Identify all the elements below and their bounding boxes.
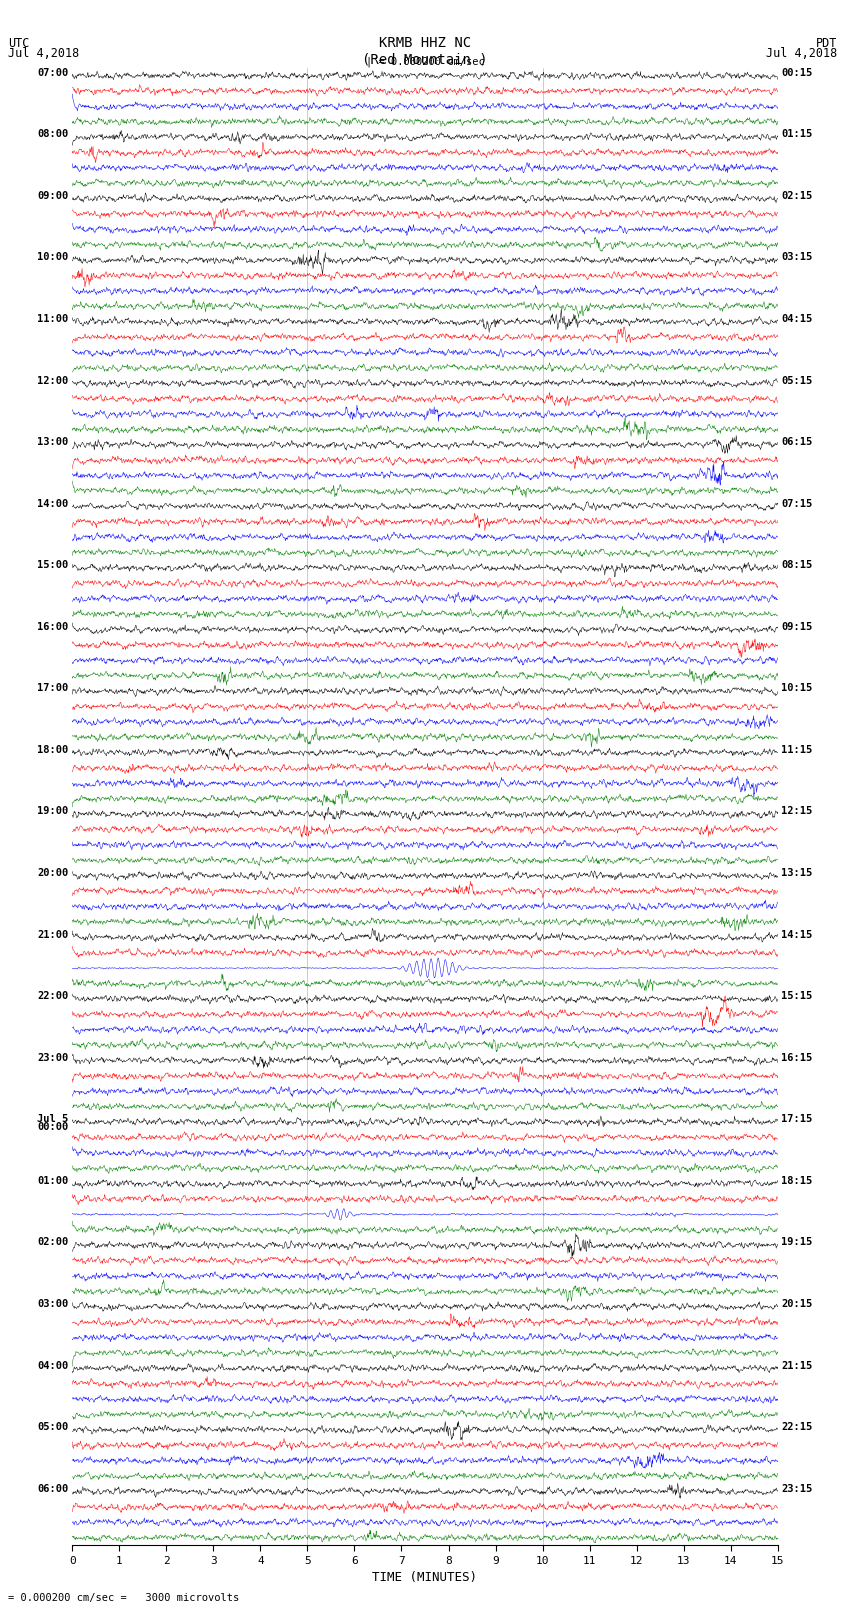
Text: 05:00: 05:00 <box>37 1423 69 1432</box>
Text: 10:00: 10:00 <box>37 253 69 263</box>
Text: 15:15: 15:15 <box>781 990 813 1002</box>
Text: 20:15: 20:15 <box>781 1298 813 1310</box>
Text: 17:15: 17:15 <box>781 1115 813 1124</box>
Text: 21:15: 21:15 <box>781 1360 813 1371</box>
Text: Jul 4,2018: Jul 4,2018 <box>8 47 80 60</box>
Text: 19:15: 19:15 <box>781 1237 813 1247</box>
Text: 07:00: 07:00 <box>37 68 69 77</box>
X-axis label: TIME (MINUTES): TIME (MINUTES) <box>372 1571 478 1584</box>
Text: 22:15: 22:15 <box>781 1423 813 1432</box>
Text: 14:15: 14:15 <box>781 929 813 940</box>
Text: 11:15: 11:15 <box>781 745 813 755</box>
Text: 16:15: 16:15 <box>781 1053 813 1063</box>
Text: | = 0.000200 cm/sec: | = 0.000200 cm/sec <box>366 56 484 68</box>
Text: 02:15: 02:15 <box>781 190 813 202</box>
Text: UTC: UTC <box>8 37 30 50</box>
Text: 12:15: 12:15 <box>781 806 813 816</box>
Text: 10:15: 10:15 <box>781 684 813 694</box>
Text: 02:00: 02:00 <box>37 1237 69 1247</box>
Text: 23:15: 23:15 <box>781 1484 813 1494</box>
Title: KRMB HHZ NC
(Red Mountain ): KRMB HHZ NC (Red Mountain ) <box>362 37 488 66</box>
Text: 08:00: 08:00 <box>37 129 69 139</box>
Text: 08:15: 08:15 <box>781 560 813 571</box>
Text: 18:15: 18:15 <box>781 1176 813 1186</box>
Text: 21:00: 21:00 <box>37 929 69 940</box>
Text: 16:00: 16:00 <box>37 623 69 632</box>
Text: Jul 4,2018: Jul 4,2018 <box>766 47 837 60</box>
Text: 01:00: 01:00 <box>37 1176 69 1186</box>
Text: 01:15: 01:15 <box>781 129 813 139</box>
Text: 04:15: 04:15 <box>781 315 813 324</box>
Text: 12:00: 12:00 <box>37 376 69 386</box>
Text: 14:00: 14:00 <box>37 498 69 508</box>
Text: 00:15: 00:15 <box>781 68 813 77</box>
Text: Jul 5: Jul 5 <box>37 1115 69 1124</box>
Text: 19:00: 19:00 <box>37 806 69 816</box>
Text: 23:00: 23:00 <box>37 1053 69 1063</box>
Text: 05:15: 05:15 <box>781 376 813 386</box>
Text: 03:15: 03:15 <box>781 253 813 263</box>
Text: 18:00: 18:00 <box>37 745 69 755</box>
Text: 11:00: 11:00 <box>37 315 69 324</box>
Text: PDT: PDT <box>816 37 837 50</box>
Text: 06:15: 06:15 <box>781 437 813 447</box>
Text: 20:00: 20:00 <box>37 868 69 877</box>
Text: 13:00: 13:00 <box>37 437 69 447</box>
Text: 22:00: 22:00 <box>37 990 69 1002</box>
Text: 07:15: 07:15 <box>781 498 813 508</box>
Text: 04:00: 04:00 <box>37 1360 69 1371</box>
Text: 09:00: 09:00 <box>37 190 69 202</box>
Text: = 0.000200 cm/sec =   3000 microvolts: = 0.000200 cm/sec = 3000 microvolts <box>8 1594 240 1603</box>
Text: 17:00: 17:00 <box>37 684 69 694</box>
Text: 09:15: 09:15 <box>781 623 813 632</box>
Text: 03:00: 03:00 <box>37 1298 69 1310</box>
Text: 06:00: 06:00 <box>37 1484 69 1494</box>
Text: 13:15: 13:15 <box>781 868 813 877</box>
Text: 00:00: 00:00 <box>37 1121 69 1132</box>
Text: 15:00: 15:00 <box>37 560 69 571</box>
